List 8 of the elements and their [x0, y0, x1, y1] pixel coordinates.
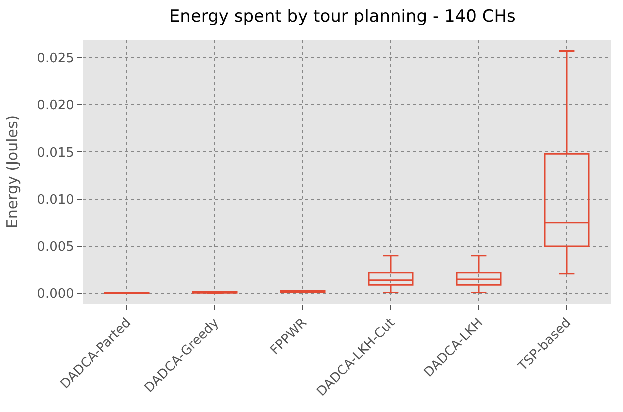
y-tick-label: 0.020 [37, 98, 74, 114]
y-tick-label: 0.025 [37, 51, 74, 66]
y-tick-label: 0.000 [37, 287, 74, 302]
y-tick-label: 0.015 [37, 146, 74, 161]
chart-title: Energy spent by tour planning - 140 CHs [169, 7, 516, 28]
y-tick-label: 0.005 [37, 240, 74, 256]
y-tick-label: 0.010 [37, 192, 74, 208]
y-axis-title: Energy (Joules) [3, 115, 22, 229]
